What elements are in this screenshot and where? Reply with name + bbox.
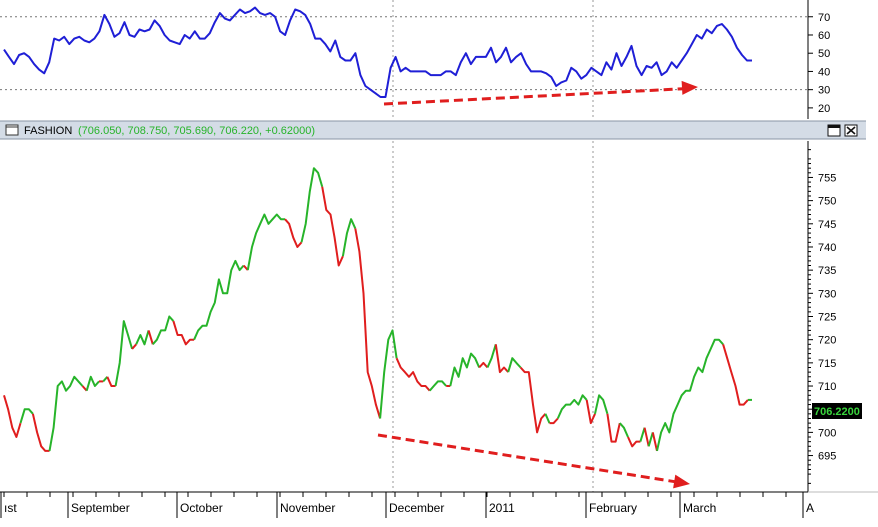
price-series — [3, 167, 752, 452]
y-tick-label: 715 — [818, 358, 836, 370]
price-line-segment — [341, 218, 357, 257]
last-price-badge — [812, 403, 862, 419]
price-line-segment — [131, 343, 137, 350]
y-tick-label: 40 — [818, 66, 830, 78]
y-tick-label: 740 — [818, 242, 836, 254]
month-label: November — [280, 501, 335, 515]
price-line-segment — [300, 167, 324, 243]
y-tick-label: 50 — [818, 48, 830, 60]
price-line-segment — [549, 417, 559, 425]
price-trend-arrow — [377, 433, 690, 489]
header-ohlc-values: (706.050, 708.750, 705.690, 706.220, +0.… — [78, 125, 315, 137]
price-line-segment — [594, 394, 609, 415]
price-line-segment — [627, 436, 641, 448]
month-label: A — [806, 501, 814, 515]
oscillator-trend-arrow — [383, 80, 698, 106]
price-line-segment — [619, 422, 629, 438]
price-line-segment — [639, 427, 646, 442]
price-line-segment — [85, 375, 100, 391]
y-tick-label: 60 — [818, 30, 830, 42]
price-line-segment — [114, 320, 134, 387]
y-tick-label: 735 — [818, 265, 836, 277]
price-line-segment — [544, 413, 551, 424]
price-gridlines — [392, 141, 594, 492]
month-label: October — [180, 501, 223, 515]
price-line-segment — [556, 394, 588, 419]
price-line-segment — [395, 357, 431, 392]
month-label: March — [683, 501, 716, 515]
trend-arrow-shaft — [377, 433, 681, 484]
y-tick-label: 725 — [818, 312, 836, 324]
price-line-segment — [643, 427, 650, 447]
oscillator-y-axis: 70 60 50 40 30 20 — [808, 12, 830, 115]
price-line-segment — [585, 399, 596, 425]
y-tick-label: 745 — [818, 219, 836, 231]
oscillator-plot-area — [0, 0, 808, 119]
y-tick-label: 720 — [818, 335, 836, 347]
price-line-segment — [354, 228, 382, 419]
panel-collapse-icon[interactable] — [5, 124, 19, 136]
price-line-segment — [193, 259, 245, 341]
month-label: September — [71, 501, 130, 515]
maximize-icon[interactable] — [827, 124, 841, 137]
price-line-segment — [3, 395, 22, 438]
price-line-segment — [284, 218, 303, 248]
price-line-segment — [519, 366, 547, 434]
price-line-segment — [494, 344, 509, 374]
y-tick-label: 70 — [818, 12, 830, 24]
y-tick-label: 710 — [818, 381, 836, 393]
oscillator-line — [3, 6, 752, 98]
month-label: February — [589, 501, 637, 515]
price-line-segment — [48, 375, 84, 452]
price-y-axis: 755750745740735730725720715710705700695 — [808, 149, 836, 484]
y-tick-label: 750 — [818, 196, 836, 208]
price-line-segment — [321, 186, 344, 267]
close-icon[interactable] — [844, 124, 858, 137]
price-line-segment — [106, 376, 116, 387]
price-plot-area — [0, 141, 808, 492]
price-line-segment — [722, 344, 749, 406]
trend-arrow-head — [681, 80, 698, 95]
price-line-segment — [152, 315, 175, 345]
last-price-label: 706.2200 — [814, 406, 860, 418]
price-line-segment — [428, 380, 447, 392]
price-line-segment — [31, 413, 50, 452]
price-line-segment — [486, 344, 497, 368]
price-line-segment — [379, 329, 398, 419]
trend-arrow-head — [673, 474, 690, 489]
price-line-segment — [246, 213, 285, 271]
price-line-segment — [172, 320, 195, 346]
y-tick-label: 730 — [818, 288, 836, 300]
y-tick-label: 30 — [818, 85, 830, 97]
price-line-segment — [147, 330, 154, 345]
month-label: December — [389, 501, 444, 515]
price-line-segment — [507, 357, 522, 373]
price-line-segment — [656, 338, 724, 452]
price-line-segment — [135, 330, 150, 346]
month-label: 2011 — [489, 501, 515, 515]
y-tick-label: 20 — [818, 103, 830, 115]
y-tick-label: 700 — [818, 427, 836, 439]
time-axis: ıst September October November December 2011 F… — [0, 492, 814, 518]
month-label: ıst — [4, 501, 17, 515]
price-line-segment — [19, 408, 34, 424]
price-line-segment — [606, 413, 621, 443]
y-tick-label: 695 — [818, 451, 836, 463]
price-line-segment — [651, 432, 658, 452]
trend-arrow-shaft — [383, 87, 689, 106]
price-line-segment — [647, 432, 654, 447]
y-tick-label: 755 — [818, 172, 836, 184]
header-symbol: FASHION — [24, 125, 72, 137]
price-line-segment — [449, 352, 481, 387]
panel-header-bar — [0, 121, 866, 139]
oscillator-series — [3, 6, 752, 98]
price-line-segment — [478, 361, 489, 369]
